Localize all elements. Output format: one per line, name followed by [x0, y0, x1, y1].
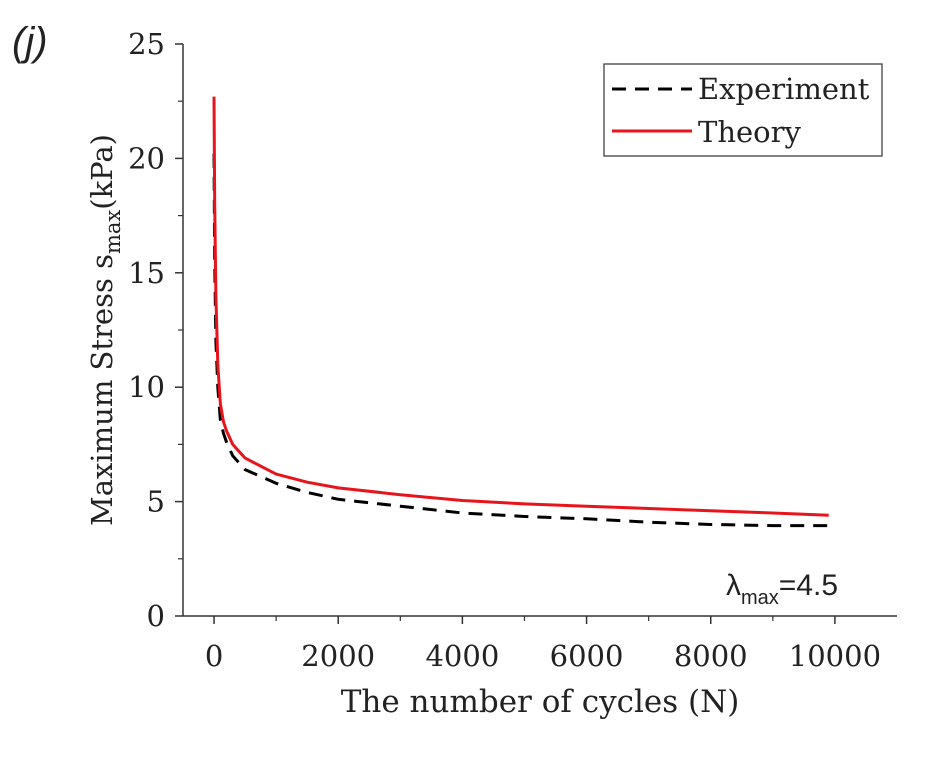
legend-label-theory: Theory	[698, 115, 802, 149]
y-axis-ticks: 0 5 10 15 20 25	[128, 27, 183, 633]
series-line-experiment	[212, 153, 835, 528]
y-axis-label: Maximum Stress smax(kPa)	[85, 134, 125, 526]
y-tick-label: 0	[147, 599, 165, 633]
x-tick-label: 10000	[789, 639, 881, 673]
y-tick-label: 5	[147, 485, 165, 519]
lambda-symbol: λ	[726, 569, 741, 602]
lambda-value: =4.5	[779, 569, 838, 602]
x-tick-label: 6000	[550, 639, 624, 673]
y-tick-label: 10	[128, 370, 165, 404]
y-axis-label-unit: (kPa)	[85, 134, 119, 210]
lambda-annotation: λmax=4.5	[726, 569, 838, 609]
x-axis-ticks: 0 2000 4000 6000 8000 10000	[205, 616, 881, 673]
panel-label: (j)	[12, 20, 48, 64]
y-axis-label-sub: max	[101, 210, 125, 254]
y-axis-label-main: Maximum Stress s	[85, 254, 119, 526]
legend-box	[603, 63, 883, 157]
x-tick-label: 8000	[674, 639, 748, 673]
y-tick-label: 25	[128, 27, 165, 61]
y-tick-label: 15	[128, 256, 165, 290]
x-tick-label: 4000	[425, 639, 499, 673]
lambda-subscript: max	[741, 587, 779, 609]
series-layer	[212, 96, 835, 528]
y-tick-label: 20	[128, 141, 165, 175]
legend: Experiment Theory	[603, 63, 883, 157]
series-line-theory	[212, 96, 829, 517]
x-tick-label: 2000	[301, 639, 375, 673]
x-axis-label: The number of cycles (N)	[341, 684, 740, 720]
legend-label-experiment: Experiment	[698, 72, 870, 106]
x-tick-label: 0	[205, 639, 223, 673]
